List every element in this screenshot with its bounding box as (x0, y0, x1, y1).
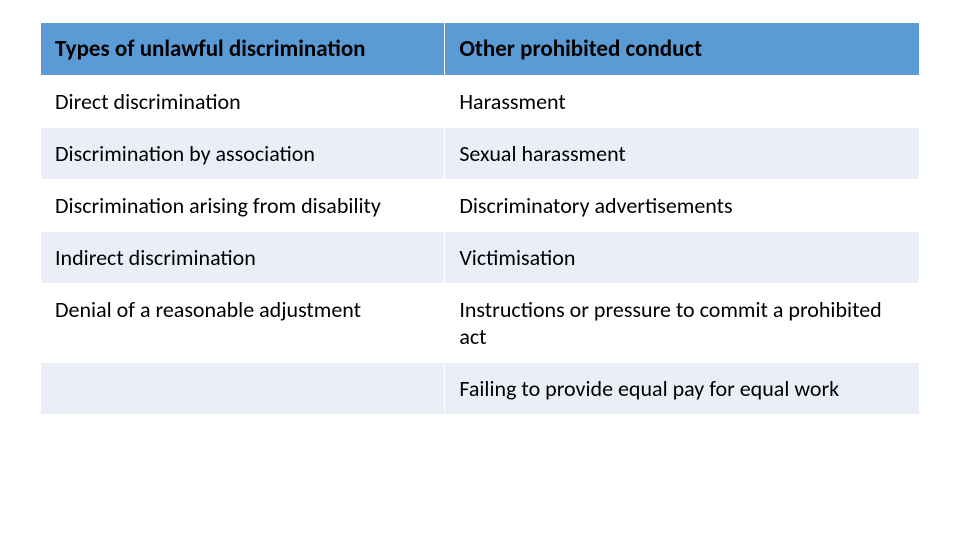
table-cell: Failing to provide equal pay for equal w… (445, 363, 920, 415)
table-cell: Victimisation (445, 232, 920, 284)
table-cell: Instructions or pressure to commit a pro… (445, 284, 920, 363)
table-cell: Discriminatory advertisements (445, 180, 920, 232)
table-cell: Discrimination arising from disability (41, 180, 445, 232)
table-header-cell: Other prohibited conduct (445, 23, 920, 76)
table-header-row: Types of unlawful discrimination Other p… (41, 23, 920, 76)
table-cell: Discrimination by association (41, 128, 445, 180)
table-row: Denial of a reasonable adjustment Instru… (41, 284, 920, 363)
table-row: Discrimination by association Sexual har… (41, 128, 920, 180)
table-cell: Denial of a reasonable adjustment (41, 284, 445, 363)
table-cell: Direct discrimination (41, 76, 445, 128)
table-cell: Indirect discrimination (41, 232, 445, 284)
table-cell: Sexual harassment (445, 128, 920, 180)
table-cell (41, 363, 445, 415)
discrimination-table: Types of unlawful discrimination Other p… (40, 22, 920, 415)
table-cell: Harassment (445, 76, 920, 128)
table-row: Direct discrimination Harassment (41, 76, 920, 128)
table-row: Indirect discrimination Victimisation (41, 232, 920, 284)
table-row: Failing to provide equal pay for equal w… (41, 363, 920, 415)
table-row: Discrimination arising from disability D… (41, 180, 920, 232)
table-header-cell: Types of unlawful discrimination (41, 23, 445, 76)
